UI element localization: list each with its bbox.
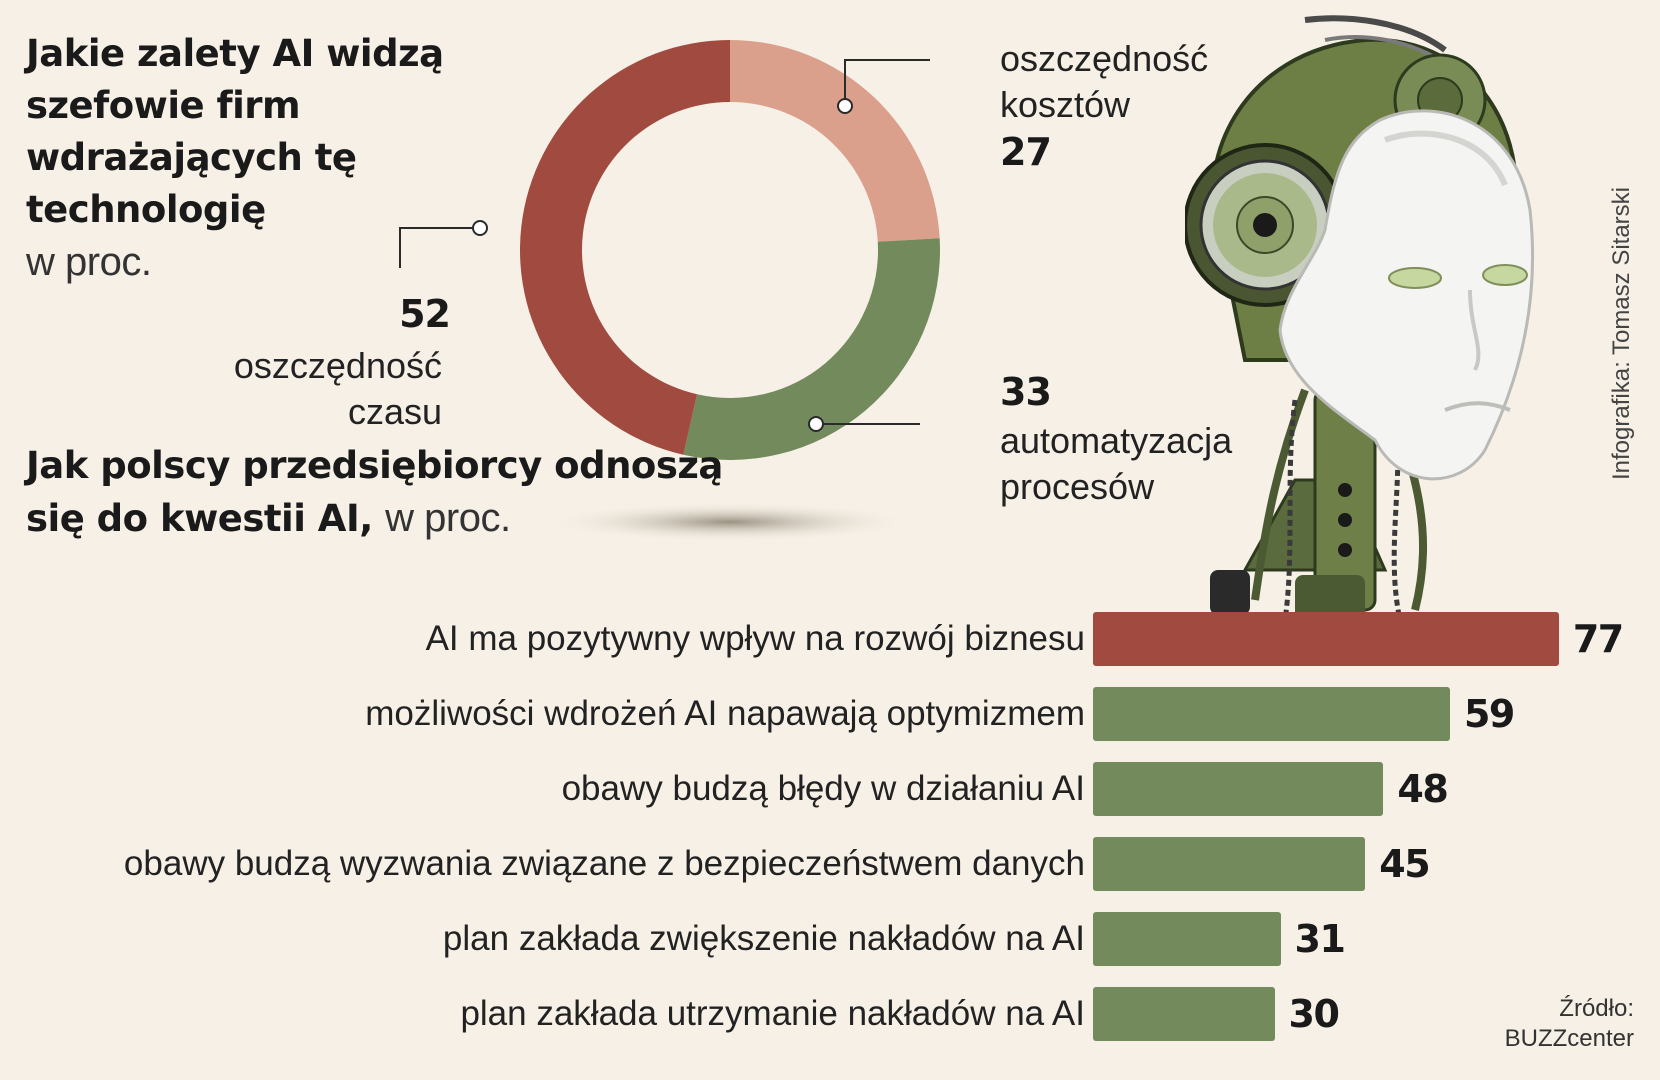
credit-text: Infografika: Tomasz Sitarski (1608, 186, 1635, 480)
bar-value: 77 (1572, 617, 1624, 661)
donut-title-unit: w proc. (26, 240, 152, 284)
bar-label: obawy budzą wyzwania związane z bezpiecz… (123, 844, 1085, 883)
source-name: BUZZcenter (1504, 1025, 1634, 1052)
donut-value-automation: 33 (1000, 370, 1052, 414)
leader-time-dot (472, 220, 488, 236)
bar-value: 48 (1397, 767, 1448, 811)
bar-chart-title-unit: w proc. (385, 496, 511, 540)
leader-time (399, 227, 480, 268)
donut-label-costs: oszczędność kosztów (1000, 38, 1209, 125)
bar (1093, 837, 1366, 891)
leader-automation-dot (808, 416, 824, 432)
bar-label: plan zakłada utrzymanie nakładów na AI (460, 994, 1085, 1033)
bar-value: 30 (1288, 992, 1340, 1036)
leader-costs-dot (837, 98, 853, 114)
donut-slice-time (520, 40, 730, 455)
bar (1093, 612, 1559, 666)
bar (1093, 987, 1275, 1041)
bar-label: AI ma pozytywny wpływ na rozwój biznesu (425, 619, 1085, 658)
robot-neck (1210, 388, 1427, 621)
bar-chart-title-text: Jak polscy przedsiębiorcy odnoszą się do… (26, 444, 723, 540)
bar-value: 59 (1463, 692, 1515, 736)
donut-shadow (545, 502, 915, 542)
donut-slice-costs (730, 40, 940, 242)
source-note: Źródło: BUZZcenter (1505, 994, 1634, 1054)
source-label: Źródło: (1559, 995, 1634, 1022)
donut-title-text: Jakie zalety AI widzą szefowie firm wdra… (26, 32, 444, 231)
donut-title: Jakie zalety AI widzą szefowie firm wdra… (26, 28, 496, 288)
bar-label: obawy budzą błędy w działaniu AI (561, 769, 1085, 808)
donut-label-automation: automatyzacja procesów (1000, 420, 1233, 507)
bar-label: plan zakłada zwiększenie nakładów na AI (442, 919, 1085, 958)
bar-chart-title: Jak polscy przedsiębiorcy odnoszą się do… (26, 440, 786, 545)
bar-label: możliwości wdrożeń AI napawają optymizme… (365, 694, 1085, 733)
bar-value: 31 (1294, 917, 1346, 961)
bar (1093, 912, 1281, 966)
bar (1093, 762, 1384, 816)
donut-chart (399, 40, 940, 542)
donut-value-costs: 27 (1000, 130, 1052, 174)
robot-face (1278, 109, 1535, 481)
donut-label-time: oszczędność czasu (233, 345, 442, 432)
leader-costs (844, 59, 930, 106)
donut-slice-automation (683, 238, 940, 461)
robot-head-illustration (1185, 15, 1535, 621)
robot-ear-speaker (1185, 143, 1347, 307)
donut-value-time: 52 (399, 292, 451, 336)
bar (1093, 687, 1450, 741)
bar-value: 45 (1379, 842, 1430, 886)
